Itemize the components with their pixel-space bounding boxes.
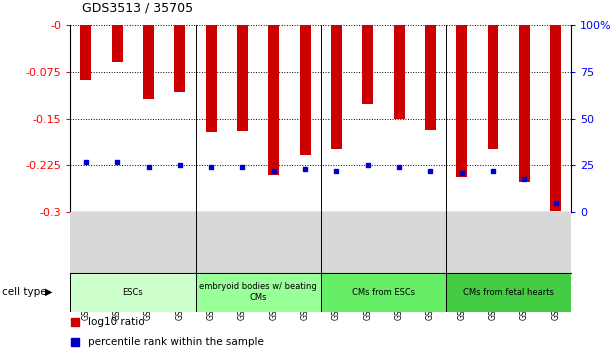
Bar [488, 25, 499, 149]
Text: GDS3513 / 35705: GDS3513 / 35705 [82, 1, 194, 14]
Bar [70, 273, 196, 312]
Text: CMs from ESCs: CMs from ESCs [352, 287, 415, 297]
Text: ESCs: ESCs [123, 287, 143, 297]
Bar [206, 25, 217, 132]
Bar [519, 25, 530, 182]
Bar [321, 273, 446, 312]
Text: cell type: cell type [2, 287, 46, 297]
Text: percentile rank within the sample: percentile rank within the sample [88, 337, 264, 347]
Bar [550, 25, 561, 211]
Bar [237, 25, 248, 131]
Bar [81, 25, 92, 80]
Bar [331, 25, 342, 149]
Bar [299, 25, 310, 155]
Text: CMs from fetal hearts: CMs from fetal hearts [463, 287, 554, 297]
Bar [268, 25, 279, 175]
Bar [446, 273, 571, 312]
Bar [456, 25, 467, 177]
Text: log10 ratio: log10 ratio [88, 318, 144, 327]
Bar [393, 25, 404, 119]
Bar [425, 25, 436, 130]
Bar [362, 25, 373, 104]
Text: embryoid bodies w/ beating
CMs: embryoid bodies w/ beating CMs [199, 282, 317, 302]
Bar [174, 25, 185, 92]
Text: ▶: ▶ [45, 287, 52, 297]
Bar [112, 25, 123, 62]
Bar [143, 25, 154, 98]
Bar [196, 273, 321, 312]
